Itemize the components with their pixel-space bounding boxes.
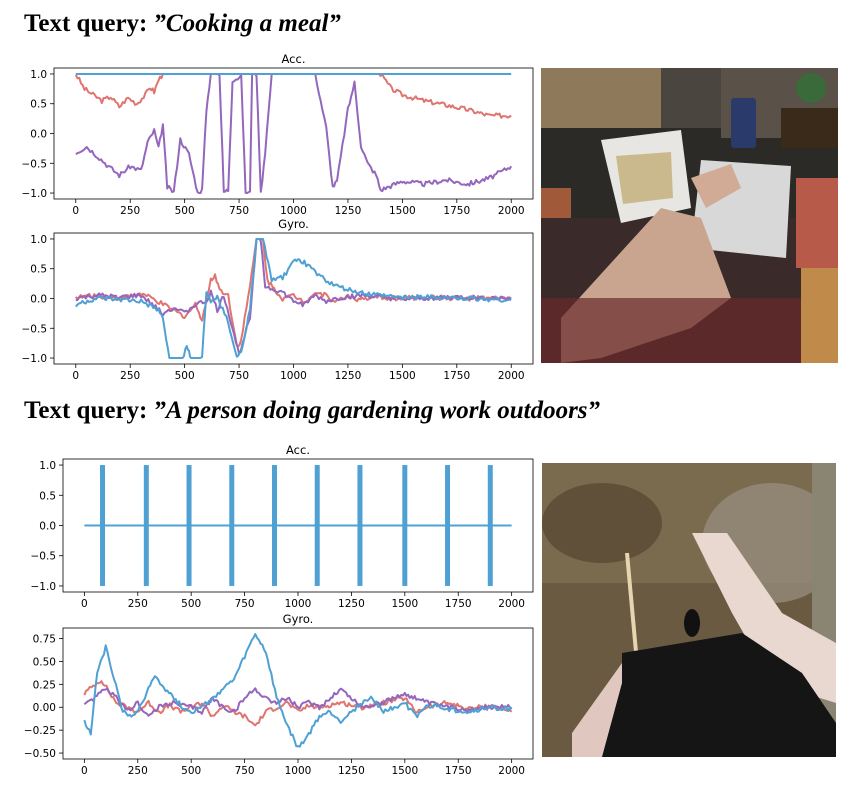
x-tick-label: 250 bbox=[128, 598, 148, 610]
spike-9 bbox=[487, 465, 493, 586]
x-tick-label: 750 bbox=[229, 205, 249, 217]
spike-6 bbox=[357, 465, 363, 586]
spike-7 bbox=[402, 465, 408, 586]
x-tick-label: 0 bbox=[81, 598, 88, 610]
x-tick-label: 1750 bbox=[443, 205, 470, 217]
cooking-scene-image bbox=[541, 68, 838, 363]
series-line-1 bbox=[75, 73, 513, 194]
gardening-scene-image bbox=[542, 463, 836, 757]
x-tick-label: 1000 bbox=[280, 370, 307, 382]
x-tick-label: 0 bbox=[72, 205, 79, 217]
text-query-label: Text query: bbox=[24, 10, 148, 37]
plot-frame bbox=[53, 67, 534, 200]
x-tick-label: 1000 bbox=[280, 205, 307, 217]
chart-title: Gyro. bbox=[283, 612, 314, 626]
series-line-2 bbox=[75, 238, 512, 359]
spike-1 bbox=[143, 465, 149, 586]
x-tick-label: 1000 bbox=[285, 598, 312, 610]
plot-frame bbox=[62, 627, 534, 760]
series-line-0 bbox=[74, 238, 512, 348]
acc-chart-cooking: Acc. 0 250 500 750 1000 1250 1500 1750 2000 1.0 0.5… bbox=[22, 52, 534, 217]
x-tick-label: 1500 bbox=[391, 765, 418, 777]
y-tick-label: −1.0 bbox=[31, 581, 57, 593]
x-tick-label: 250 bbox=[120, 370, 140, 382]
cooking-photo bbox=[541, 68, 838, 363]
series-line-0 bbox=[74, 73, 512, 119]
y-tick-label: −0.50 bbox=[24, 748, 56, 760]
text-query-heading-gardening: Text query: ”A person doing gardening wor… bbox=[24, 397, 600, 425]
x-tick-label: 1500 bbox=[391, 598, 418, 610]
y-tick-label: −0.5 bbox=[22, 158, 48, 170]
y-tick-label: 0.75 bbox=[33, 634, 56, 646]
y-tick-label: 0.5 bbox=[39, 490, 56, 502]
y-tick-label: 0.25 bbox=[33, 679, 56, 691]
x-tick-label: 750 bbox=[235, 765, 255, 777]
x-tick-label: 1750 bbox=[443, 370, 470, 382]
x-tick-label: 2000 bbox=[498, 205, 525, 217]
y-tick-label: 0.0 bbox=[30, 294, 47, 306]
x-tick-label: 1250 bbox=[335, 205, 362, 217]
x-tick-label: 2000 bbox=[498, 765, 525, 777]
text-query-heading-cooking: Text query: ”Cooking a meal” bbox=[24, 10, 341, 38]
text-query-text: ”Cooking a meal” bbox=[153, 10, 341, 37]
y-tick-label: 0.0 bbox=[30, 129, 47, 141]
y-tick-label: 0.0 bbox=[39, 521, 56, 533]
chart-title: Acc. bbox=[282, 52, 306, 66]
spike-5 bbox=[314, 465, 320, 586]
y-tick-label: −1.0 bbox=[22, 353, 48, 365]
y-tick-label: −0.25 bbox=[24, 725, 56, 737]
text-query-label: Text query: bbox=[24, 397, 148, 424]
spike-4 bbox=[272, 465, 277, 586]
x-tick-label: 750 bbox=[235, 598, 255, 610]
x-tick-label: 2000 bbox=[498, 598, 525, 610]
y-tick-label: 1.0 bbox=[30, 234, 47, 246]
y-tick-label: 0.5 bbox=[30, 264, 47, 276]
y-tick-label: −0.5 bbox=[31, 551, 57, 563]
x-tick-label: 500 bbox=[175, 370, 195, 382]
x-tick-label: 1250 bbox=[338, 765, 365, 777]
x-tick-label: 1250 bbox=[335, 370, 362, 382]
gyro-chart-cooking: Gyro. 0 250 500 750 1000 1250 1500 1750 2000 1.0 0.… bbox=[22, 217, 534, 382]
x-tick-label: 250 bbox=[128, 765, 148, 777]
gyro-chart-gardening: Gyro. 0 250 500 750 1000 1250 1500 1750 2000 0.75 0… bbox=[24, 612, 534, 777]
chart-title: Acc. bbox=[286, 443, 310, 457]
x-tick-label: 2000 bbox=[498, 370, 525, 382]
acc-chart-gardening: Acc. 0 250 500 750 1000 1250 1500 1750 2000 1.0 0.5… bbox=[31, 443, 534, 610]
y-tick-label: 1.0 bbox=[30, 69, 47, 81]
x-tick-label: 500 bbox=[181, 765, 201, 777]
series-line-2 bbox=[83, 633, 513, 748]
x-tick-label: 250 bbox=[120, 205, 140, 217]
y-tick-label: 0.5 bbox=[30, 99, 47, 111]
x-tick-label: 500 bbox=[181, 598, 201, 610]
x-tick-label: 1750 bbox=[445, 598, 472, 610]
series-line-1 bbox=[83, 687, 513, 717]
gardening-photo bbox=[542, 463, 836, 757]
y-tick-label: −0.5 bbox=[22, 323, 48, 335]
x-tick-label: 0 bbox=[81, 765, 88, 777]
y-tick-label: 1.0 bbox=[39, 460, 56, 472]
x-tick-label: 500 bbox=[175, 205, 195, 217]
x-tick-label: 1000 bbox=[285, 765, 312, 777]
x-tick-label: 0 bbox=[72, 370, 79, 382]
x-tick-label: 1500 bbox=[389, 370, 416, 382]
x-tick-label: 1250 bbox=[338, 598, 365, 610]
spike-2 bbox=[186, 465, 192, 586]
spike-3 bbox=[229, 465, 235, 586]
x-tick-label: 1500 bbox=[389, 205, 416, 217]
x-tick-label: 1750 bbox=[445, 765, 472, 777]
chart-title: Gyro. bbox=[278, 217, 309, 231]
spike-0 bbox=[100, 465, 106, 586]
y-tick-label: 0.00 bbox=[33, 702, 56, 714]
y-tick-label: −1.0 bbox=[22, 188, 48, 200]
x-tick-label: 750 bbox=[229, 370, 249, 382]
spike-8 bbox=[445, 465, 451, 586]
y-tick-label: 0.50 bbox=[33, 656, 56, 668]
text-query-text: ”A person doing gardening work outdoors” bbox=[153, 397, 601, 424]
